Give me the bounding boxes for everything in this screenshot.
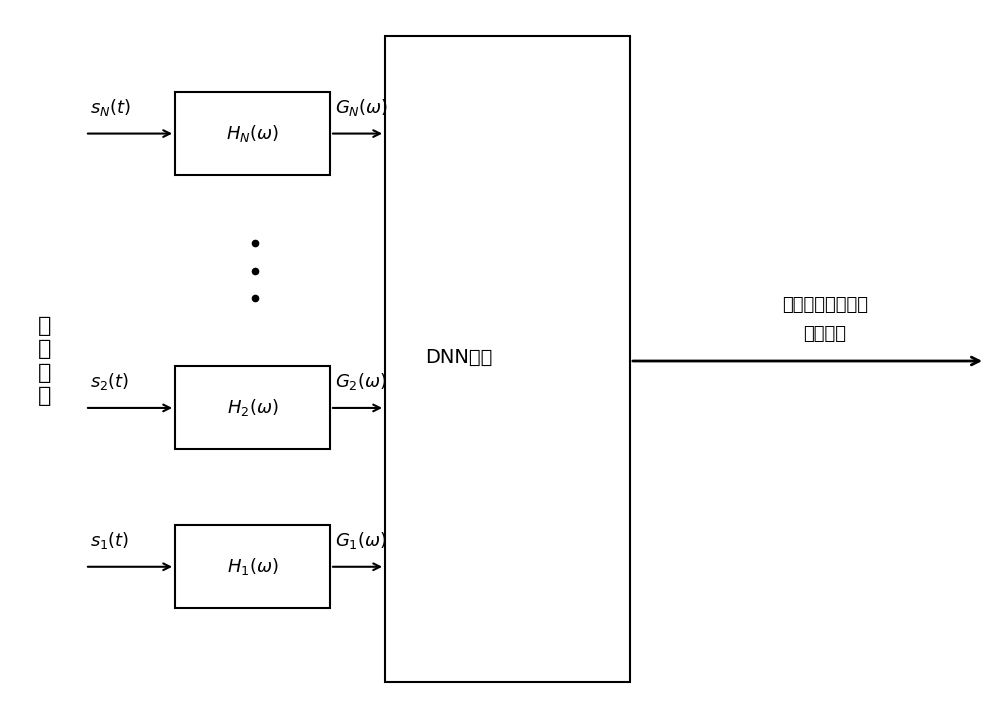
- Bar: [175, 526, 330, 608]
- Text: 的相位差: 的相位差: [804, 325, 846, 343]
- Text: $G_N(\omega)$: $G_N(\omega)$: [335, 97, 388, 118]
- Bar: [175, 367, 330, 449]
- Text: $s_1(t)$: $s_1(t)$: [90, 530, 129, 551]
- Bar: [385, 36, 630, 682]
- Text: $G_1(\omega)$: $G_1(\omega)$: [335, 530, 387, 551]
- Text: 各通道间天线信号: 各通道间天线信号: [782, 296, 868, 314]
- Text: $H_N(\omega)$: $H_N(\omega)$: [226, 123, 279, 144]
- Text: DNN网络: DNN网络: [425, 348, 492, 367]
- Text: $G_2(\omega)$: $G_2(\omega)$: [335, 371, 387, 392]
- Text: $H_1(\omega)$: $H_1(\omega)$: [227, 556, 278, 578]
- Text: $H_2(\omega)$: $H_2(\omega)$: [227, 397, 278, 419]
- Bar: [175, 92, 330, 175]
- Text: $s_N(t)$: $s_N(t)$: [90, 97, 131, 118]
- Text: $s_2(t)$: $s_2(t)$: [90, 371, 129, 392]
- Text: 天
线
信
号: 天 线 信 号: [38, 316, 52, 406]
